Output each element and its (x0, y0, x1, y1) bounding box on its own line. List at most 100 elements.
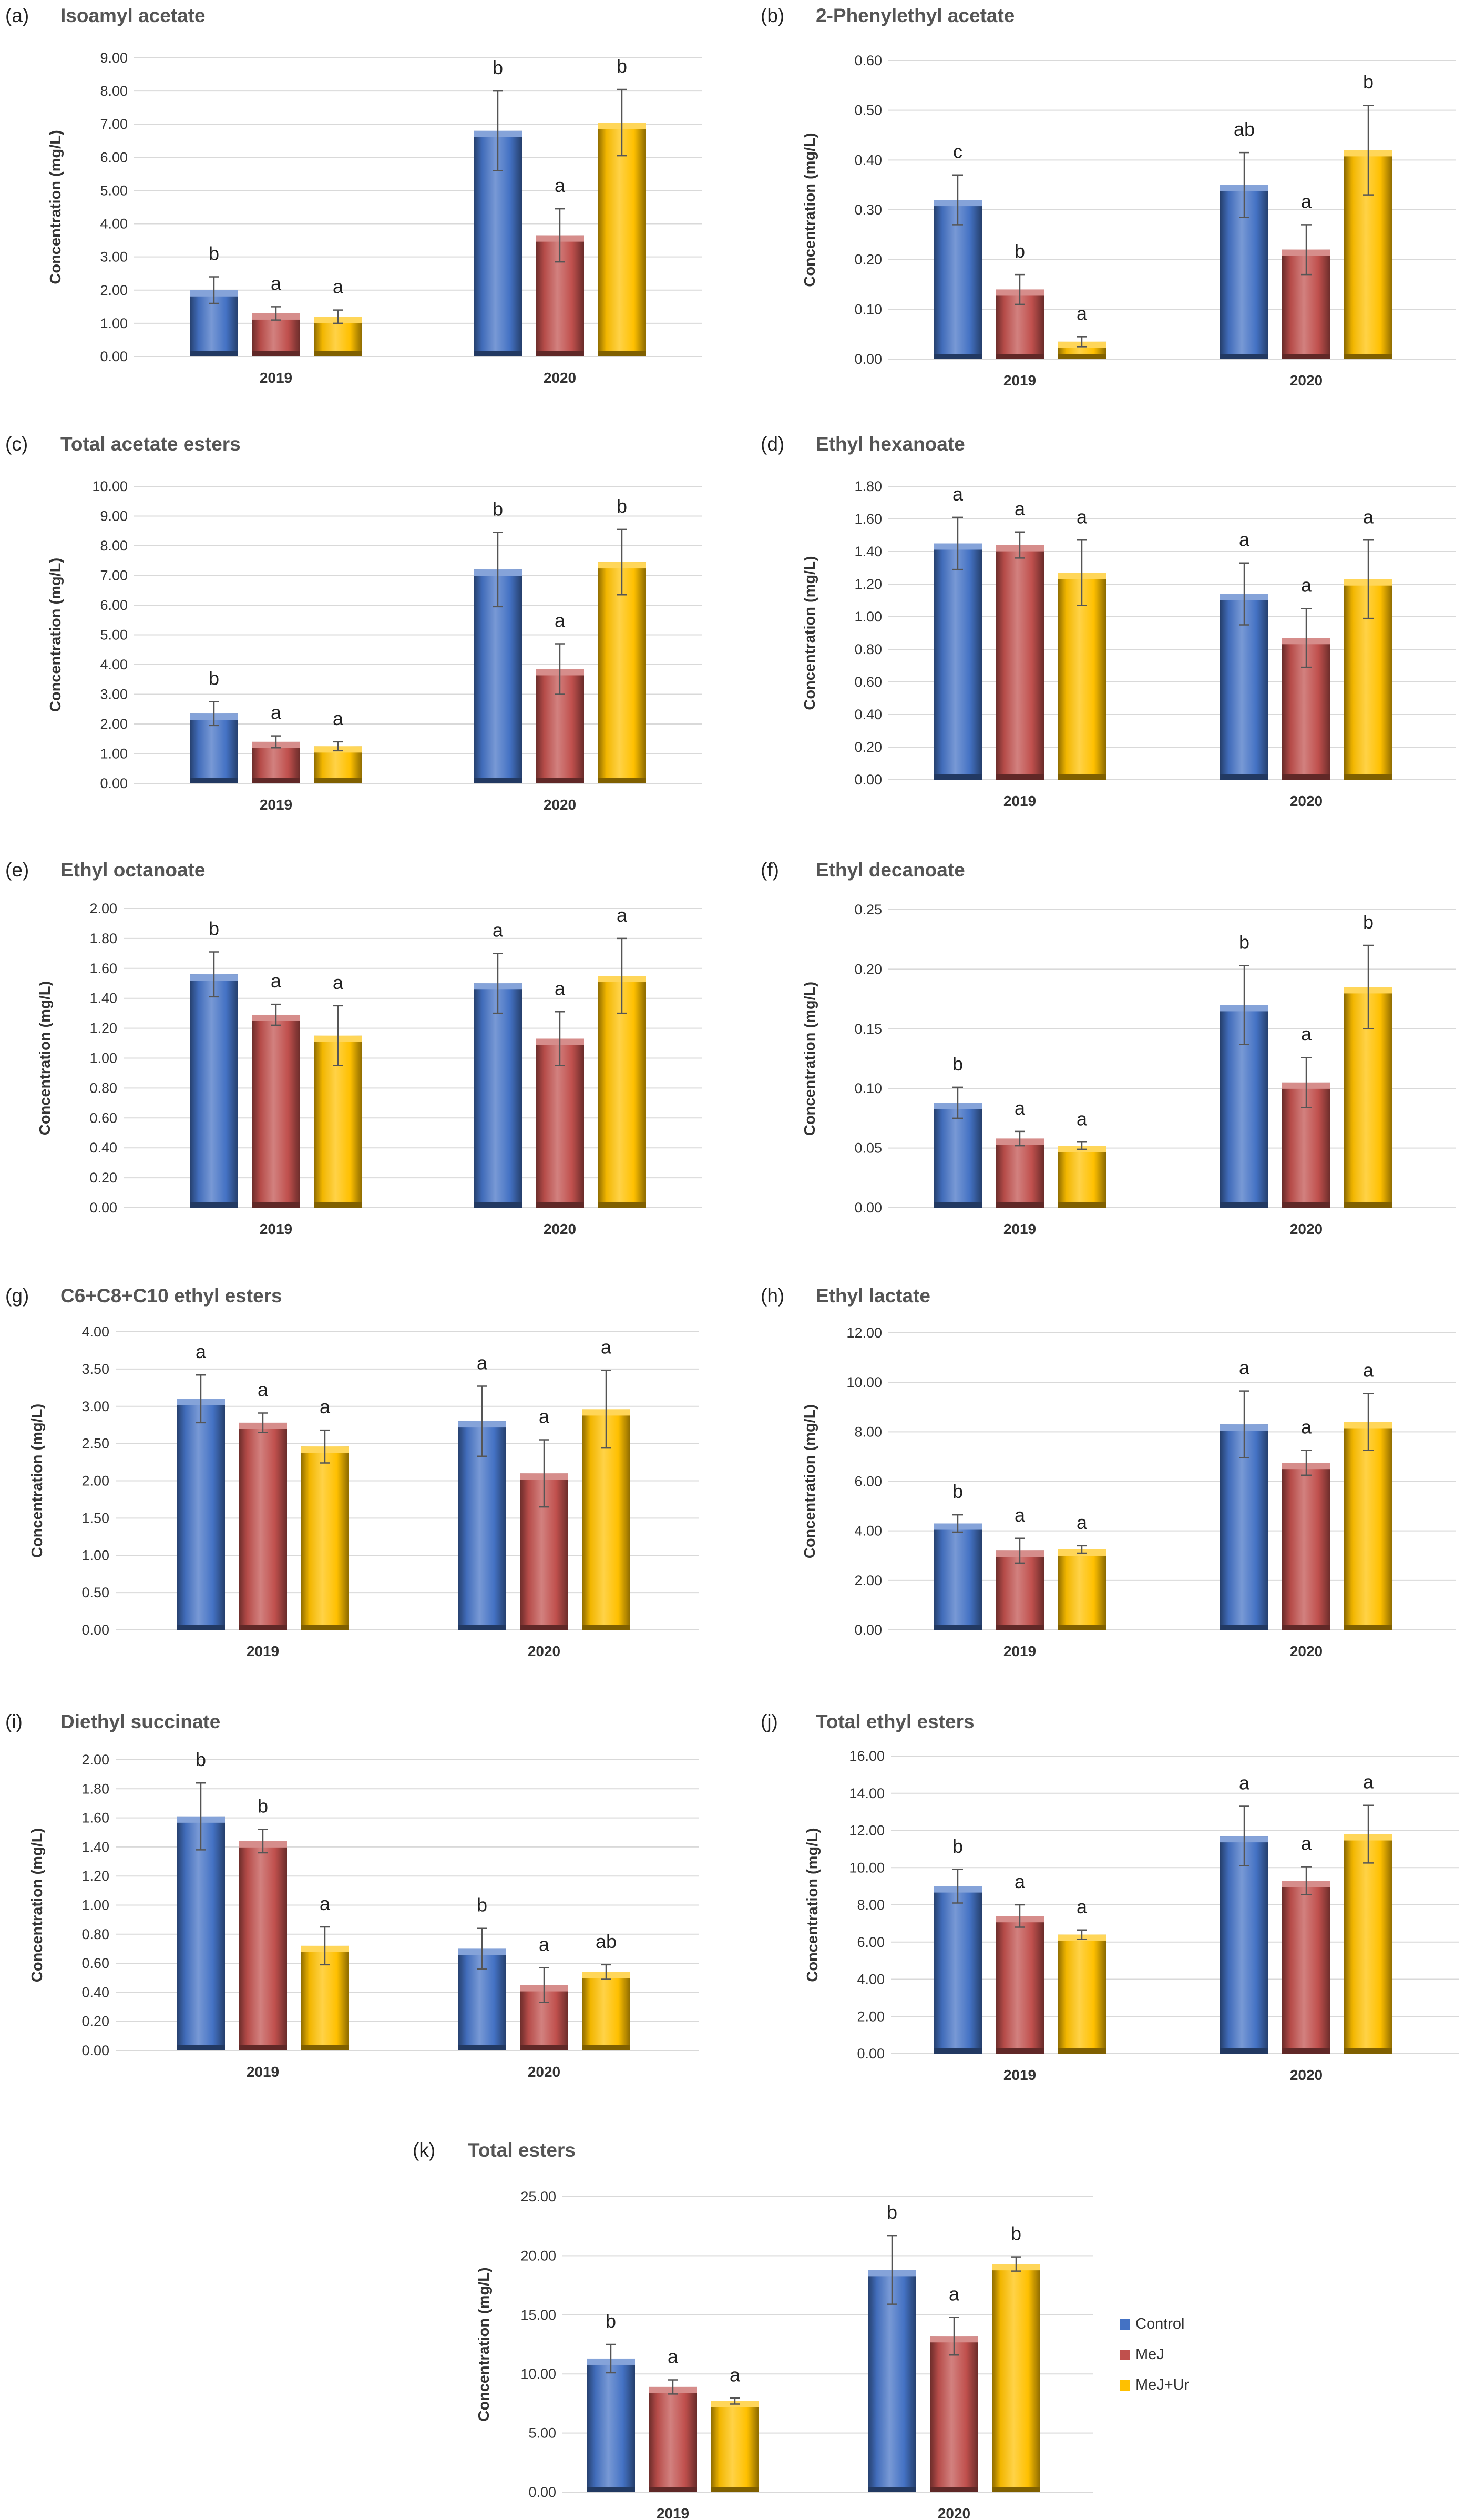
significance-letter: a (949, 2283, 960, 2304)
x-tick-label: 2019 (657, 2505, 689, 2520)
y-axis-label: Concentration (mg/L) (47, 130, 64, 284)
significance-letter: a (1077, 1108, 1088, 1129)
bar-mej-ur-2019: a (314, 276, 362, 356)
bar-bottom-bevel (301, 1625, 349, 1630)
y-tick-label: 1.60 (854, 511, 882, 527)
significance-letter: a (333, 276, 344, 298)
significance-letter: a (1301, 1023, 1312, 1045)
significance-letter: b (606, 2310, 616, 2332)
y-tick-label: 5.00 (100, 182, 128, 198)
y-tick-label: 9.00 (100, 50, 128, 66)
panel-d: (d) Ethyl hexanoate 0.00 0.20 0.40 0.60 0.80 1.… (761, 433, 1456, 809)
y-tick-label: 0.50 (81, 1585, 109, 1600)
bar-bottom-bevel (582, 1625, 630, 1630)
bar-mej-ur-2019: a (1058, 1512, 1106, 1630)
significance-letter: a (1239, 1772, 1250, 1794)
bar-bottom-bevel (996, 354, 1044, 359)
significance-letter: a (539, 1933, 550, 1955)
significance-letter: b (493, 57, 503, 78)
y-axis-label: Concentration (mg/L) (47, 558, 64, 712)
bar-body (252, 1014, 300, 1208)
x-tick-label: 2020 (1290, 793, 1323, 809)
bar-body (996, 1138, 1044, 1208)
legend-label: Control (1135, 2315, 1185, 2332)
y-tick-label: 1.80 (854, 478, 882, 494)
bar-bottom-bevel (598, 351, 646, 356)
y-tick-label: 9.00 (100, 508, 128, 524)
significance-letter: a (320, 1396, 331, 1417)
bar-control-2020: b (458, 1894, 506, 2050)
significance-letter: a (1239, 1357, 1250, 1379)
x-tick-label: 2019 (1003, 372, 1036, 389)
y-tick-label: 0.00 (528, 2484, 556, 2500)
bar-bottom-bevel (582, 2045, 630, 2050)
significance-letter: a (952, 483, 964, 505)
bar-mej-2019: a (252, 702, 300, 783)
bar-mej-ur-2020: b (598, 55, 646, 357)
bar-bottom-bevel (992, 2487, 1040, 2492)
bar-bottom-bevel (1058, 1202, 1106, 1208)
legend-item-mej: MeJ (1120, 2346, 1164, 2363)
bar-bottom-bevel (314, 351, 362, 356)
panel-j: (j) Total ethyl esters 0.00 2.00 4.00 6.00 8.0… (761, 1711, 1459, 2083)
bar-control-2020: a (474, 919, 522, 1208)
bar-bottom-bevel (301, 2045, 349, 2050)
bar-body (587, 2358, 635, 2492)
bar-mej-2019: a (239, 1379, 287, 1630)
panel-label: (a) (5, 5, 29, 26)
y-tick-label: 6.00 (857, 1934, 885, 1950)
bar-mej-2019: a (996, 1871, 1044, 2054)
y-tick-label: 14.00 (849, 1786, 885, 1801)
bar-bottom-bevel (252, 1202, 300, 1208)
bar-mej-2019: a (252, 272, 300, 356)
bar-body (1282, 1463, 1330, 1630)
y-tick-label: 2.00 (100, 282, 128, 298)
x-tick-label: 2020 (1290, 372, 1323, 389)
significance-letter: a (1363, 506, 1374, 527)
y-axis-label: Concentration (mg/L) (37, 981, 54, 1135)
y-tick-label: 10.00 (849, 1860, 885, 1875)
y-tick-label: 0.40 (81, 1984, 109, 2000)
y-tick-label: 1.00 (100, 315, 128, 331)
bar-control-2019: c (934, 141, 982, 359)
panel-label: (h) (761, 1285, 784, 1307)
bar-mej-ur-2020: a (582, 1336, 630, 1630)
bar-bottom-bevel (934, 1625, 982, 1630)
bar-bottom-bevel (190, 778, 238, 783)
bar-body (190, 974, 238, 1208)
significance-letter: b (952, 1481, 963, 1502)
bar-control-2020: b (1220, 932, 1268, 1208)
y-tick-label: 0.00 (81, 1622, 109, 1638)
bar-bottom-bevel (868, 2487, 916, 2492)
y-tick-label: 0.00 (81, 2043, 109, 2058)
y-axis-label: Concentration (mg/L) (802, 132, 818, 287)
bar-bottom-bevel (177, 2045, 225, 2050)
bar-body (598, 976, 646, 1208)
y-tick-label: 5.00 (528, 2425, 556, 2441)
bar-mej-2020: a (1282, 575, 1330, 780)
y-tick-label: 0.60 (81, 1955, 109, 1971)
bar-mej-2020: a (1282, 190, 1330, 359)
significance-letter: c (953, 141, 962, 162)
bar-mej-2020: a (536, 175, 584, 356)
bar-bottom-bevel (587, 2487, 635, 2492)
bar-bottom-bevel (996, 2048, 1044, 2054)
y-tick-label: 1.50 (81, 1510, 109, 1526)
bar-control-2020: a (1220, 529, 1268, 780)
bar-bottom-bevel (190, 1202, 238, 1208)
y-tick-label: 0.50 (854, 103, 882, 118)
bar-body (1058, 1146, 1106, 1208)
bar-body (711, 2401, 759, 2492)
bar-body (1344, 1422, 1392, 1630)
y-tick-label: 4.00 (857, 1972, 885, 1987)
panel-label: (d) (761, 433, 784, 455)
bar-body (868, 2270, 916, 2492)
bar-bottom-bevel (1282, 2048, 1330, 2054)
significance-letter: b (952, 1053, 963, 1075)
chart-title: Total ethyl esters (816, 1711, 975, 1732)
y-tick-label: 0.30 (854, 202, 882, 218)
bar-body (996, 1550, 1044, 1630)
y-tick-label: 0.20 (854, 739, 882, 755)
y-tick-label: 4.00 (100, 657, 128, 672)
